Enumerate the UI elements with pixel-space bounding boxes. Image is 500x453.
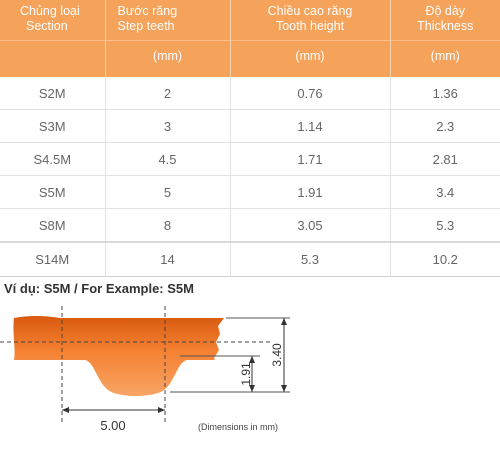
example-label: Ví dụ: S5M / For Example: S5M — [4, 281, 194, 296]
table-row: S4.5M 4.5 1.71 2.81 — [0, 142, 500, 176]
header-thickness-vi: Độ dày — [425, 4, 466, 18]
belt-spec-table: Chủng loại Section Bước răng Step teeth … — [0, 0, 500, 277]
header-step: Bước răng Step teeth — [105, 0, 231, 41]
header-row-units: (mm) (mm) (mm) — [0, 40, 500, 77]
header-section: Chủng loại Section — [0, 0, 106, 41]
unit-thickness: (mm) — [390, 40, 500, 77]
table-row: S8M 8 3.05 5.3 — [0, 208, 500, 243]
table-row: S5M 5 1.91 3.4 — [0, 175, 500, 209]
cell-tooth-height: 0.76 — [230, 77, 391, 110]
unit-step: (mm) — [105, 40, 231, 77]
belt-profile-shape — [13, 316, 224, 396]
header-tooth-height-en: Tooth height — [275, 19, 345, 33]
header-tooth-height: Chiều cao răng Tooth height — [230, 0, 391, 41]
cell-step: 5 — [105, 175, 231, 209]
cell-thickness: 10.2 — [390, 241, 500, 277]
tooth-height-value: 1.91 — [239, 362, 253, 386]
cell-thickness: 1.36 — [390, 77, 500, 110]
cell-tooth-height: 1.71 — [230, 142, 391, 176]
cell-section: S4.5M — [0, 142, 106, 176]
header-tooth-height-vi: Chiều cao răng — [267, 4, 353, 18]
cell-step: 14 — [105, 241, 231, 277]
cell-section: S5M — [0, 175, 106, 209]
cell-thickness: 2.81 — [390, 142, 500, 176]
cell-section: S8M — [0, 208, 106, 243]
cell-step: 2 — [105, 77, 231, 110]
cell-tooth-height: 1.91 — [230, 175, 391, 209]
cell-thickness: 3.4 — [390, 175, 500, 209]
cell-section: S14M — [0, 241, 106, 277]
cell-step: 3 — [105, 109, 231, 143]
header-section-vi: Chủng loại — [20, 4, 80, 18]
table-row: S14M 14 5.3 10.2 — [0, 241, 500, 277]
header-section-en: Section — [26, 19, 68, 33]
header-thickness-en: Thickness — [417, 19, 474, 33]
pitch-value: 5.00 — [100, 418, 125, 433]
header-thickness: Độ dày Thickness — [390, 0, 500, 41]
header-step-en: Step teeth — [117, 19, 175, 33]
cell-tooth-height: 3.05 — [230, 208, 391, 243]
unit-section — [0, 40, 106, 77]
cell-thickness: 5.3 — [390, 208, 500, 243]
cell-tooth-height: 1.14 — [230, 109, 391, 143]
cell-section: S3M — [0, 109, 106, 143]
table-row: S3M 3 1.14 2.3 — [0, 109, 500, 143]
header-row-titles: Chủng loại Section Bước răng Step teeth … — [0, 0, 500, 41]
header-step-vi: Bước răng — [117, 4, 178, 18]
cell-section: S2M — [0, 77, 106, 110]
cell-tooth-height: 5.3 — [230, 241, 391, 277]
dimensions-note: (Dimensions in mm) — [198, 422, 278, 432]
cell-thickness: 2.3 — [390, 109, 500, 143]
table-row: S2M 2 0.76 1.36 — [0, 77, 500, 110]
unit-tooth-height: (mm) — [230, 40, 391, 77]
belt-profile-diagram: 5.00 1.91 3.40 (Dimensions in mm) — [0, 306, 290, 433]
cell-step: 8 — [105, 208, 231, 243]
thickness-value: 3.40 — [270, 343, 284, 367]
cell-step: 4.5 — [105, 142, 231, 176]
